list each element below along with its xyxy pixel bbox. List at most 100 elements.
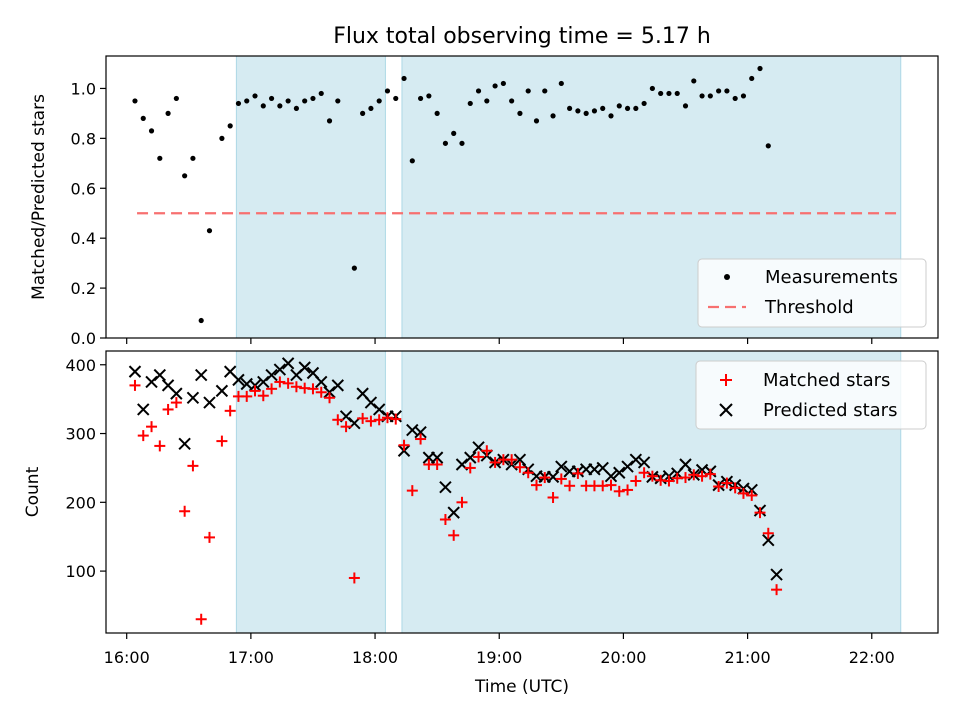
measurement-point — [190, 155, 196, 161]
measurement-point — [442, 140, 449, 146]
measurement-point — [198, 317, 204, 324]
measurement-point — [417, 95, 424, 102]
predicted-star-point — [153, 368, 167, 382]
measurement-point — [384, 88, 391, 94]
matched-star-point — [481, 445, 493, 457]
measurement-point — [132, 98, 138, 104]
predicted-star-point — [186, 391, 200, 404]
matched-star-point — [154, 440, 166, 452]
measurement-point — [567, 105, 573, 112]
measurement-point — [624, 105, 631, 112]
matched-star-point — [473, 451, 485, 463]
predicted-star-point — [604, 469, 618, 483]
measurement-point — [765, 143, 771, 149]
matched-star-point — [613, 485, 625, 497]
measurement-point — [533, 118, 540, 124]
measurement-point — [475, 88, 482, 94]
measurement-point — [451, 130, 457, 136]
matched-star-point — [539, 472, 551, 484]
matched-star-point — [630, 475, 642, 487]
matched-star-point — [547, 492, 559, 504]
matched-star-point — [216, 435, 228, 447]
measurement-point — [310, 95, 316, 102]
matched-star-point — [307, 383, 319, 395]
matched-star-point — [522, 467, 534, 479]
matched-star-point — [282, 377, 294, 389]
measurement-point — [351, 265, 357, 271]
measurement-point — [575, 108, 581, 114]
x-tick-label: 18:00 — [352, 648, 398, 667]
predicted-star-point — [203, 396, 216, 409]
measurement-point — [583, 110, 589, 116]
y-tick-label: 0.6 — [71, 179, 96, 198]
measurement-point — [285, 98, 291, 104]
measurement-point — [649, 85, 655, 92]
matched-star-point — [137, 430, 149, 442]
measurement-point — [658, 90, 664, 97]
matched-star-point — [729, 482, 741, 494]
x-axis-label: Time (UTC) — [474, 677, 569, 697]
measurement-point — [724, 88, 730, 94]
matched-star-point — [506, 454, 518, 466]
measurement-point — [525, 88, 531, 94]
measurement-point — [757, 65, 763, 72]
matched-star-point — [572, 467, 584, 479]
matched-star-point — [704, 468, 716, 480]
legend-label-threshold: Threshold — [764, 297, 854, 318]
predicted-star-point — [555, 460, 568, 473]
measurement-point — [740, 93, 747, 99]
legend-marker-measurements — [724, 274, 730, 280]
y-tick-label: 0.4 — [71, 229, 96, 248]
matched-star-point — [746, 489, 758, 501]
measurement-point — [260, 103, 266, 109]
predicted-star-point — [178, 437, 191, 451]
matched-star-point — [754, 507, 766, 519]
matched-star-point — [663, 475, 675, 487]
matched-star-point — [638, 467, 650, 479]
y-tick-label: 400 — [65, 356, 96, 375]
y-tick-label: 100 — [65, 562, 96, 581]
measurement-point — [558, 80, 564, 87]
predicted-star-point — [298, 361, 311, 374]
measurement-point — [484, 98, 490, 104]
bottom-legend: Matched stars Predicted stars — [695, 360, 927, 430]
y-tick-label: 200 — [65, 493, 96, 512]
measurement-point — [409, 158, 415, 164]
predicted-star-point — [770, 568, 783, 581]
matched-star-point — [721, 477, 733, 489]
measurement-point — [641, 100, 647, 107]
measurement-point — [699, 93, 705, 99]
predicted-star-point — [315, 375, 328, 389]
matched-star-point — [332, 414, 344, 426]
matched-star-point — [564, 480, 576, 492]
measurement-point — [401, 75, 407, 82]
x-tick-label: 20:00 — [600, 648, 646, 667]
predicted-star-point — [679, 458, 692, 471]
measurement-point — [165, 110, 171, 116]
predicted-star-point — [215, 384, 229, 398]
predicted-star-point — [439, 480, 452, 494]
matched-star-point — [203, 531, 215, 543]
y-tick-label: 1.0 — [71, 79, 96, 98]
predicted-star-point — [464, 451, 477, 464]
measurement-point — [393, 95, 399, 102]
measurement-point — [707, 93, 713, 99]
x-tick-label: 21:00 — [725, 648, 771, 667]
predicted-star-point — [629, 453, 643, 466]
matched-star-point — [762, 527, 774, 539]
measurement-point — [467, 100, 473, 107]
bottom-y-axis-label: Count — [23, 466, 43, 517]
measurement-point — [235, 100, 242, 107]
y-tick-label: 300 — [65, 425, 96, 444]
predicted-star-point — [273, 363, 287, 376]
measurement-point — [749, 75, 755, 82]
predicted-star-point — [232, 373, 245, 387]
matched-star-point — [290, 381, 302, 393]
bottom-panel: 100 200 300 400 16:00 17:00 18:00 19:00 20:00 21… — [23, 350, 939, 697]
measurement-point — [244, 98, 250, 104]
legend-marker-predicted — [719, 403, 733, 417]
matched-star-point — [381, 412, 393, 424]
measurement-point — [542, 88, 548, 94]
x-tick-label: 17:00 — [228, 648, 274, 667]
